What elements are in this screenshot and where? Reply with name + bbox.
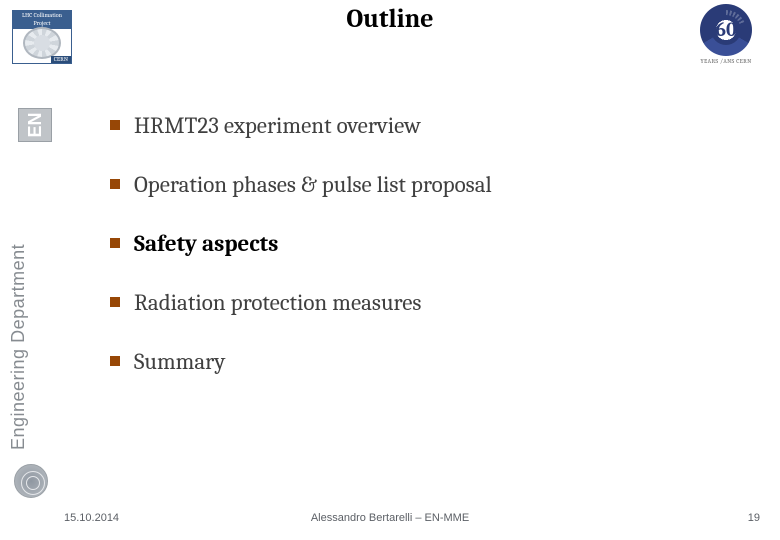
cern-60-circle: 60 [700, 4, 752, 56]
lhc-logo-cern-badge: CERN [51, 56, 71, 63]
cern-60-number: 60 [700, 18, 752, 41]
bullet-item: Operation phases & pulse list proposal [110, 171, 740, 198]
bullet-list: HRMT23 experiment overview Operation phas… [110, 112, 740, 407]
lhc-collimation-logo: LHC CollimationProject CERN [12, 10, 72, 64]
bullet-item: HRMT23 experiment overview [110, 112, 740, 139]
footer: 15.10.2014 Alessandro Bertarelli – EN-MM… [0, 512, 780, 532]
bullet-item: Radiation protection measures [110, 289, 740, 316]
cern-round-logo [14, 464, 48, 498]
cern-60-years-logo: 60 YEARS /ANS CERN [688, 4, 764, 66]
lhc-logo-disc [23, 27, 61, 59]
page-title: Outline [0, 4, 780, 34]
bullet-item: Summary [110, 348, 740, 375]
cern-60-subtext: YEARS /ANS CERN [688, 58, 764, 65]
engineering-department-label: Engineering Department [8, 160, 29, 450]
en-badge: EN [18, 108, 52, 142]
footer-pagenum: 19 [748, 512, 760, 524]
footer-author: Alessandro Bertarelli – EN-MME [0, 512, 780, 524]
slide: Outline LHC CollimationProject CERN 60 Y… [0, 0, 780, 540]
bullet-item: Safety aspects [110, 230, 740, 257]
